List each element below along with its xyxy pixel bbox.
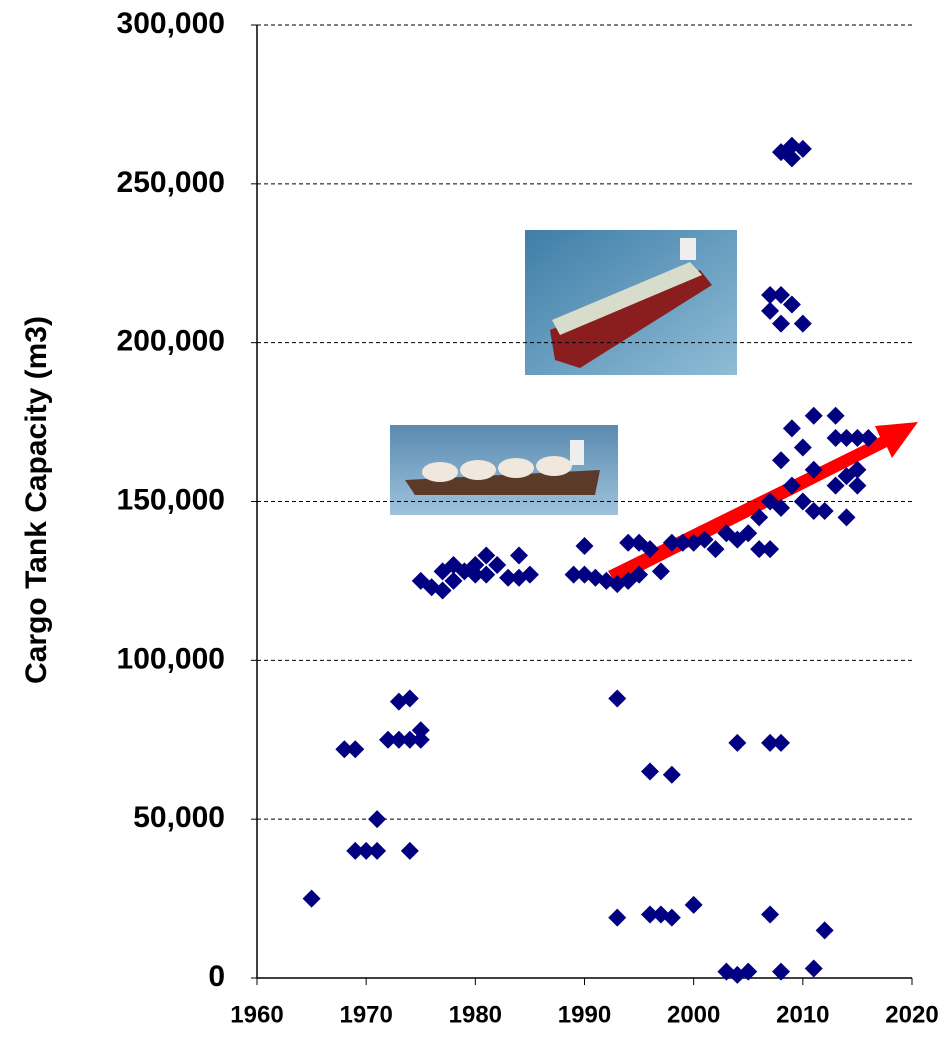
y-tick-label: 50,000 [133, 801, 225, 834]
point [662, 908, 681, 927]
point [411, 721, 430, 740]
point [630, 565, 649, 584]
point [510, 546, 528, 565]
point [346, 740, 365, 759]
point [793, 492, 812, 511]
point [466, 565, 485, 584]
point [499, 568, 518, 587]
point [368, 810, 387, 829]
point [750, 540, 769, 559]
point [335, 740, 354, 759]
point [761, 286, 780, 305]
point [662, 765, 681, 784]
point [389, 730, 408, 749]
point [793, 438, 812, 457]
point [772, 451, 790, 470]
point [739, 524, 758, 543]
point [782, 149, 801, 168]
point [488, 556, 507, 575]
point [815, 921, 834, 940]
point [346, 841, 365, 860]
point [772, 962, 790, 981]
y-axis-label: Cargo Tank Capacity (m3) [20, 316, 53, 684]
y-tick-label: 150,000 [117, 483, 225, 516]
y-tick-label: 0 [208, 960, 225, 993]
point [706, 540, 725, 559]
point [826, 406, 845, 425]
point [848, 460, 867, 479]
x-tick-label: 2010 [776, 1001, 829, 1028]
point [673, 533, 692, 552]
y-tick-label: 200,000 [117, 325, 225, 358]
point [815, 502, 834, 521]
point [662, 533, 681, 552]
point [641, 540, 659, 559]
point [804, 959, 823, 978]
point [477, 565, 496, 584]
y-tick-label: 300,000 [117, 7, 225, 40]
point [641, 762, 659, 781]
ship-photo-large [525, 230, 737, 375]
point [761, 905, 780, 924]
point [782, 419, 801, 438]
y-tick-label: 250,000 [117, 166, 225, 199]
point [837, 508, 856, 527]
point [761, 540, 780, 559]
y-tick-label: 100,000 [117, 642, 225, 675]
point [357, 841, 376, 860]
point [772, 498, 790, 517]
point [804, 502, 823, 521]
point [772, 286, 790, 305]
x-tick-label: 2000 [667, 1001, 720, 1028]
point [651, 562, 670, 581]
point [772, 314, 790, 333]
point [368, 841, 387, 860]
point [837, 428, 856, 447]
point [302, 889, 321, 908]
x-tick-label: 1960 [230, 1001, 283, 1028]
x-tick-label: 1980 [449, 1001, 502, 1028]
point [750, 508, 769, 527]
point [804, 406, 823, 425]
point [848, 476, 867, 495]
point [400, 841, 419, 860]
point [400, 730, 419, 749]
point [848, 428, 867, 447]
x-tick-label: 2020 [885, 1001, 938, 1028]
point [782, 476, 801, 495]
point [564, 565, 583, 584]
point [826, 428, 845, 447]
point [772, 733, 790, 752]
point [728, 733, 747, 752]
point [739, 962, 758, 981]
point [684, 895, 703, 914]
point [466, 556, 485, 575]
point [804, 460, 823, 479]
point [619, 533, 638, 552]
point [444, 571, 463, 590]
point [761, 733, 780, 752]
point [793, 139, 812, 158]
point [575, 536, 594, 555]
point [477, 546, 496, 565]
point [793, 314, 812, 333]
point [826, 476, 845, 495]
point [400, 689, 419, 708]
point [695, 530, 714, 549]
point [782, 295, 801, 314]
x-tick-label: 1990 [558, 1001, 611, 1028]
point [761, 301, 780, 320]
point [859, 428, 878, 447]
point [641, 905, 659, 924]
point [411, 730, 430, 749]
x-tick-label: 1970 [339, 1001, 392, 1028]
point [608, 908, 627, 927]
point [608, 689, 627, 708]
point [379, 730, 397, 749]
ship-photo-small [390, 425, 618, 515]
point [433, 581, 452, 600]
point [520, 565, 539, 584]
